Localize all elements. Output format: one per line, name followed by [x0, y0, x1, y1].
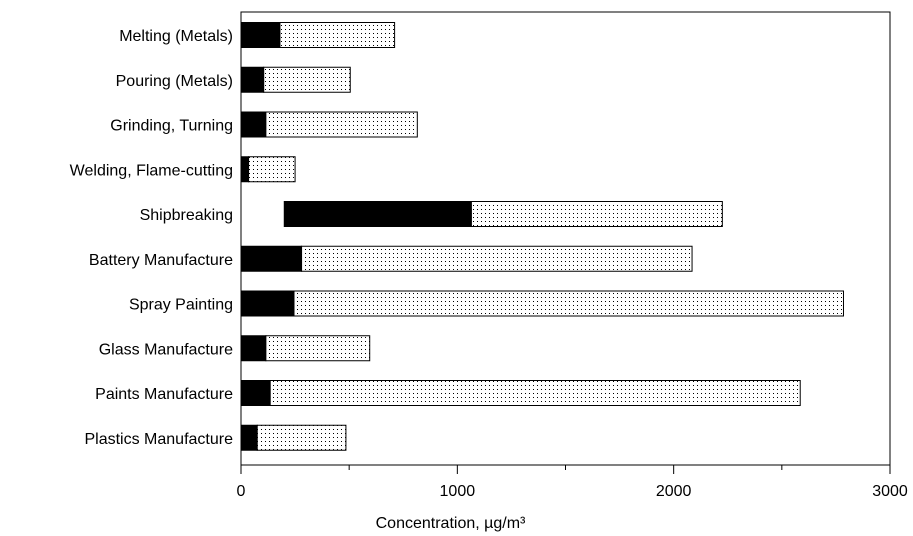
bar-solid-8 [240, 380, 271, 406]
category-label: Paints Manufacture [95, 386, 233, 403]
category-labels: Melting (Metals) Pouring (Metals) Grinding… [70, 28, 233, 448]
bar-dotted-8 [269, 380, 801, 406]
x-tick-label: 1000 [440, 483, 476, 500]
bar-solid-3 [240, 156, 250, 183]
bar-solid-2 [240, 111, 267, 138]
category-label: Pouring (Metals) [116, 73, 233, 90]
category-label: Welding, Flame-cutting [70, 162, 233, 179]
x-axis-title: Concentration, µg/m³ [376, 515, 526, 532]
bar-solid-6 [240, 290, 295, 317]
bar-solid-1 [240, 66, 265, 93]
category-label: Battery Manufacture [89, 252, 233, 269]
x-tick-label: 3000 [872, 483, 908, 500]
bar-dotted-9 [256, 424, 347, 451]
bar-dotted-5 [301, 245, 693, 272]
x-axis: 0 1000 2000 3000 [237, 465, 908, 500]
bar-dotted-0 [279, 22, 396, 48]
bar-dotted-4 [470, 201, 723, 227]
bar-solid-7 [240, 335, 267, 362]
bar-solid-0 [240, 22, 281, 48]
bar-dotted-7 [265, 335, 371, 362]
category-label: Melting (Metals) [119, 28, 233, 45]
category-label: Shipbreaking [140, 207, 233, 224]
category-label: Grinding, Turning [110, 118, 233, 135]
bar-dotted-6 [293, 290, 844, 317]
bar-dotted-3 [248, 156, 296, 183]
bar-solid-5 [240, 245, 303, 272]
bar-solid-4 [283, 201, 472, 227]
category-label: Plastics Manufacture [84, 431, 233, 448]
category-label: Spray Painting [129, 297, 233, 314]
x-tick-label: 2000 [656, 483, 692, 500]
bar-dotted-2 [265, 111, 418, 138]
x-tick-label: 0 [237, 483, 246, 500]
bars-group [240, 22, 844, 451]
bar-dotted-1 [263, 66, 351, 93]
category-label: Glass Manufacture [99, 341, 233, 358]
bar-solid-9 [240, 424, 258, 451]
